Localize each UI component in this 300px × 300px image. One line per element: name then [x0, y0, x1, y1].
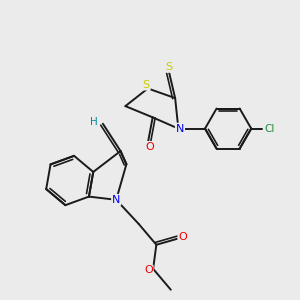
- Text: S: S: [143, 80, 150, 90]
- Text: H: H: [90, 117, 98, 127]
- Text: N: N: [176, 124, 184, 134]
- Text: O: O: [144, 266, 153, 275]
- Text: O: O: [145, 142, 154, 152]
- Text: S: S: [165, 62, 172, 72]
- Text: O: O: [178, 232, 187, 242]
- Text: Cl: Cl: [264, 124, 275, 134]
- Text: N: N: [112, 195, 120, 205]
